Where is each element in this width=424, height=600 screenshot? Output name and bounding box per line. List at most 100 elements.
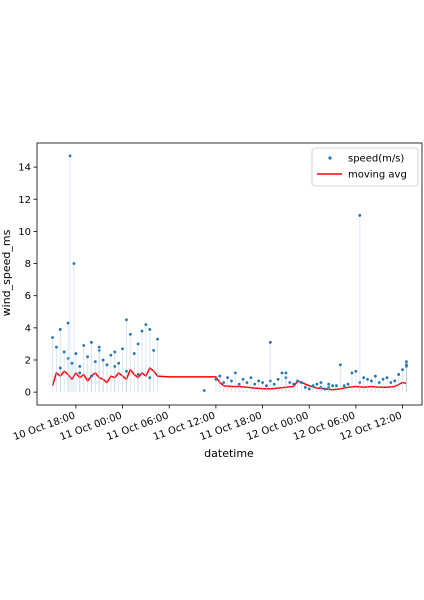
speed-point	[68, 154, 72, 158]
speed-point	[358, 213, 362, 217]
speed-point	[125, 318, 128, 322]
speed-point	[233, 371, 237, 375]
speed-point	[397, 373, 401, 376]
speed-point	[405, 363, 408, 367]
legend-label-speed: speed(m/s)	[348, 154, 404, 165]
speed-point	[381, 377, 385, 381]
speed-point	[253, 382, 257, 386]
speed-point	[230, 379, 233, 383]
speed-point	[327, 382, 331, 386]
speed-point	[288, 381, 292, 384]
speed-point	[319, 385, 323, 389]
speed-point	[362, 376, 366, 380]
speed-point	[58, 328, 62, 331]
speed-point	[338, 363, 342, 367]
speed-point	[280, 371, 284, 375]
speed-point	[284, 371, 288, 375]
speed-point	[148, 376, 152, 380]
speed-point	[113, 365, 117, 368]
speed-point	[389, 381, 393, 384]
speed-point	[93, 360, 97, 364]
speed-point	[311, 384, 315, 388]
speed-point	[268, 379, 272, 383]
speed-point	[385, 376, 389, 380]
speed-point	[55, 345, 58, 349]
speed-point	[405, 360, 408, 364]
speed-point	[265, 384, 268, 388]
speed-point	[136, 342, 140, 346]
y-tick-label: 12	[18, 195, 31, 206]
speed-point	[346, 382, 350, 386]
speed-point	[156, 337, 159, 341]
speed-point	[125, 369, 128, 373]
speed-point	[136, 373, 140, 376]
speed-point	[82, 344, 86, 347]
speed-point	[315, 382, 319, 386]
moving-avg-line	[51, 367, 407, 391]
speed-point	[144, 323, 148, 327]
speed-point	[354, 369, 358, 373]
speed-point	[78, 365, 82, 368]
plot-frame	[36, 142, 423, 406]
speed-point	[366, 377, 369, 381]
speed-point	[303, 385, 307, 389]
legend: speed(m/s) moving avg	[311, 147, 419, 187]
speed-point	[358, 381, 362, 384]
speed-point	[105, 363, 109, 367]
speed-point	[58, 366, 62, 370]
speed-point	[66, 356, 70, 360]
speed-point	[261, 381, 264, 384]
speed-point	[237, 382, 241, 386]
speed-point	[51, 336, 54, 339]
speed-point	[74, 352, 78, 355]
speed-point	[377, 381, 381, 384]
speed-point	[272, 382, 276, 386]
y-tick-label: 2	[25, 355, 31, 366]
speed-point	[319, 381, 323, 384]
speed-point	[140, 329, 144, 333]
speed-point	[72, 262, 76, 265]
speed-point	[335, 384, 338, 388]
speed-point	[97, 345, 101, 349]
speed-point	[222, 381, 226, 384]
speed-point	[214, 377, 218, 381]
speed-point	[292, 382, 296, 386]
speed-point	[90, 374, 93, 378]
y-tick-label: 4	[25, 323, 31, 334]
speed-point	[109, 353, 113, 357]
speed-point	[62, 350, 66, 354]
speed-point	[323, 387, 327, 391]
speed-point	[350, 371, 354, 375]
y-axis-label: wind_speed_ms	[0, 229, 13, 316]
speed-point	[90, 340, 93, 344]
speed-point	[86, 355, 89, 359]
speed-point	[245, 381, 249, 384]
legend-box	[311, 147, 419, 187]
speed-point	[66, 321, 70, 325]
speed-point	[226, 376, 229, 380]
speed-point	[70, 361, 74, 365]
y-tick-label: 0	[25, 388, 31, 399]
speed-point	[148, 328, 152, 331]
speed-point	[97, 348, 101, 352]
legend-marker-speed	[328, 156, 332, 160]
speed-point	[300, 381, 303, 384]
speed-point	[331, 384, 334, 388]
speed-point	[249, 376, 253, 380]
speed-point	[218, 374, 222, 378]
legend-label-moving-avg: moving avg	[348, 170, 407, 181]
speed-point	[78, 371, 82, 375]
speed-point	[117, 361, 121, 365]
speed-point	[373, 374, 377, 378]
chart-marks-layer	[51, 154, 408, 393]
speed-point	[327, 385, 331, 389]
speed-point	[101, 358, 105, 362]
speed-point	[296, 379, 299, 383]
speed-point	[257, 379, 261, 383]
speed-point	[276, 377, 280, 381]
speed-point	[370, 379, 373, 383]
speed-point	[307, 387, 311, 391]
chart-lines-layer	[51, 367, 407, 391]
